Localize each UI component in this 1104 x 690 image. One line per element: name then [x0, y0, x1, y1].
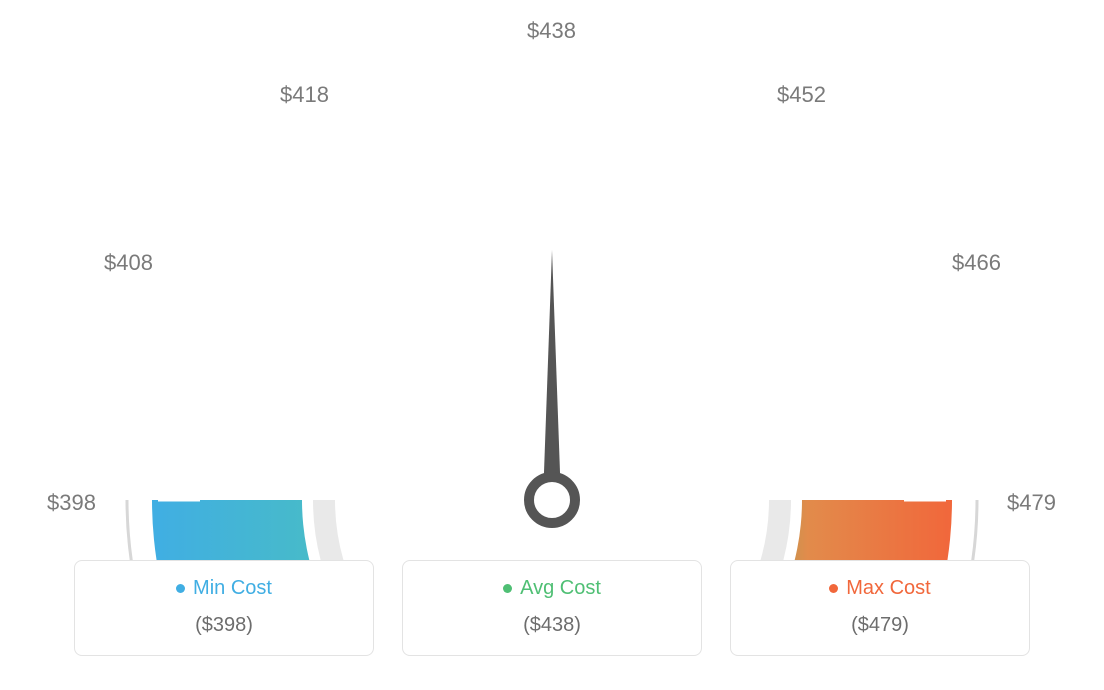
gauge-tick-label: $398: [47, 490, 96, 516]
legend-dot-avg: [503, 584, 512, 593]
cost-gauge-chart: $398 $408 $418 $438 $452 $466 $479: [0, 0, 1104, 560]
legend-title-avg: Avg Cost: [503, 577, 601, 600]
gauge-tick-label: $418: [280, 82, 329, 108]
legend-label-max: Max Cost: [846, 577, 930, 600]
legend-value-min: ($398): [85, 614, 363, 637]
legend-dot-max: [829, 584, 838, 593]
legend-dot-min: [176, 584, 185, 593]
legend-label-avg: Avg Cost: [520, 577, 601, 600]
legend-box-max: Max Cost ($479): [730, 560, 1030, 656]
gauge-tick-label: $438: [527, 18, 576, 44]
gauge-svg: [0, 0, 1104, 560]
gauge-tick-label: $408: [104, 250, 153, 276]
legend-value-avg: ($438): [413, 614, 691, 637]
legend-box-min: Min Cost ($398): [74, 560, 374, 656]
legend-label-min: Min Cost: [193, 577, 272, 600]
gauge-tick-label: $452: [777, 82, 826, 108]
gauge-tick-label: $479: [1007, 490, 1056, 516]
legend-title-max: Max Cost: [829, 577, 930, 600]
legend-title-min: Min Cost: [176, 577, 272, 600]
gauge-tick-label: $466: [952, 250, 1001, 276]
legend-box-avg: Avg Cost ($438): [402, 560, 702, 656]
legend-value-max: ($479): [741, 614, 1019, 637]
legend-row: Min Cost ($398) Avg Cost ($438) Max Cost…: [0, 560, 1104, 656]
